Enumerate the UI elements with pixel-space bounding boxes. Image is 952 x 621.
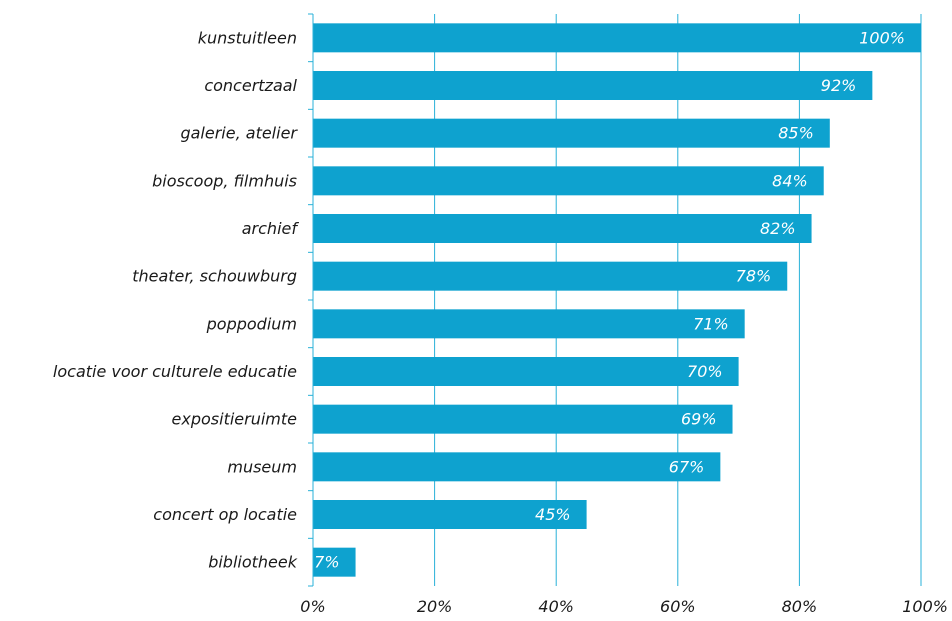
bar: [313, 404, 733, 434]
bar: [313, 309, 745, 339]
category-label: theater, schouwburg: [132, 267, 297, 286]
data-label: 85%: [778, 124, 814, 143]
x-tick-label: 40%: [538, 597, 574, 616]
bar: [313, 214, 812, 243]
category-label: archief: [242, 219, 300, 238]
bar: [313, 23, 921, 53]
data-label: 69%: [681, 410, 717, 429]
data-label: 92%: [821, 76, 857, 95]
gridlines: [434, 14, 922, 586]
data-label: 100%: [859, 28, 905, 47]
bar: [313, 166, 824, 196]
category-label: bioscoop, filmhuis: [152, 171, 297, 190]
category-label: concert op locatie: [153, 505, 297, 524]
data-label: 70%: [687, 362, 723, 381]
category-label: kunstuitleen: [198, 28, 297, 47]
data-labels: 100% 92% 85% 84% 82% 78% 71% 70% 69% 67% 45% 7%: [314, 28, 905, 571]
x-tick-labels: 0% 20% 40% 60% 80% 100%: [300, 597, 948, 616]
data-label: 45%: [535, 505, 571, 524]
bar: [313, 71, 873, 100]
x-tick-label: 60%: [660, 597, 696, 616]
data-label: 71%: [693, 314, 729, 333]
bar: [313, 500, 587, 529]
x-tick-label: 100%: [902, 597, 948, 616]
category-label: expositieruimte: [172, 410, 298, 429]
category-label: locatie voor culturele educatie: [53, 362, 297, 381]
category-label: poppodium: [206, 314, 297, 333]
category-label: concertzaal: [204, 76, 297, 95]
bar: [313, 357, 739, 386]
bar: [313, 261, 788, 291]
y-axis: [308, 13, 314, 587]
category-label: museum: [227, 457, 297, 476]
category-label: bibliotheek: [208, 553, 298, 572]
bar: [313, 547, 356, 577]
data-label: 7%: [314, 553, 339, 572]
category-labels: kunstuitleen concertzaal galerie, atelier b…: [53, 28, 299, 571]
data-label: 84%: [772, 171, 808, 190]
bars: [313, 23, 921, 577]
data-label: 82%: [760, 219, 796, 238]
category-label: galerie, atelier: [180, 124, 298, 143]
x-tick-label: 80%: [782, 597, 818, 616]
data-label: 67%: [669, 457, 705, 476]
bar: [313, 452, 721, 482]
data-label: 78%: [736, 267, 772, 286]
bar: [313, 118, 830, 148]
x-tick-label: 20%: [417, 597, 453, 616]
x-tick-label: 0%: [300, 597, 325, 616]
